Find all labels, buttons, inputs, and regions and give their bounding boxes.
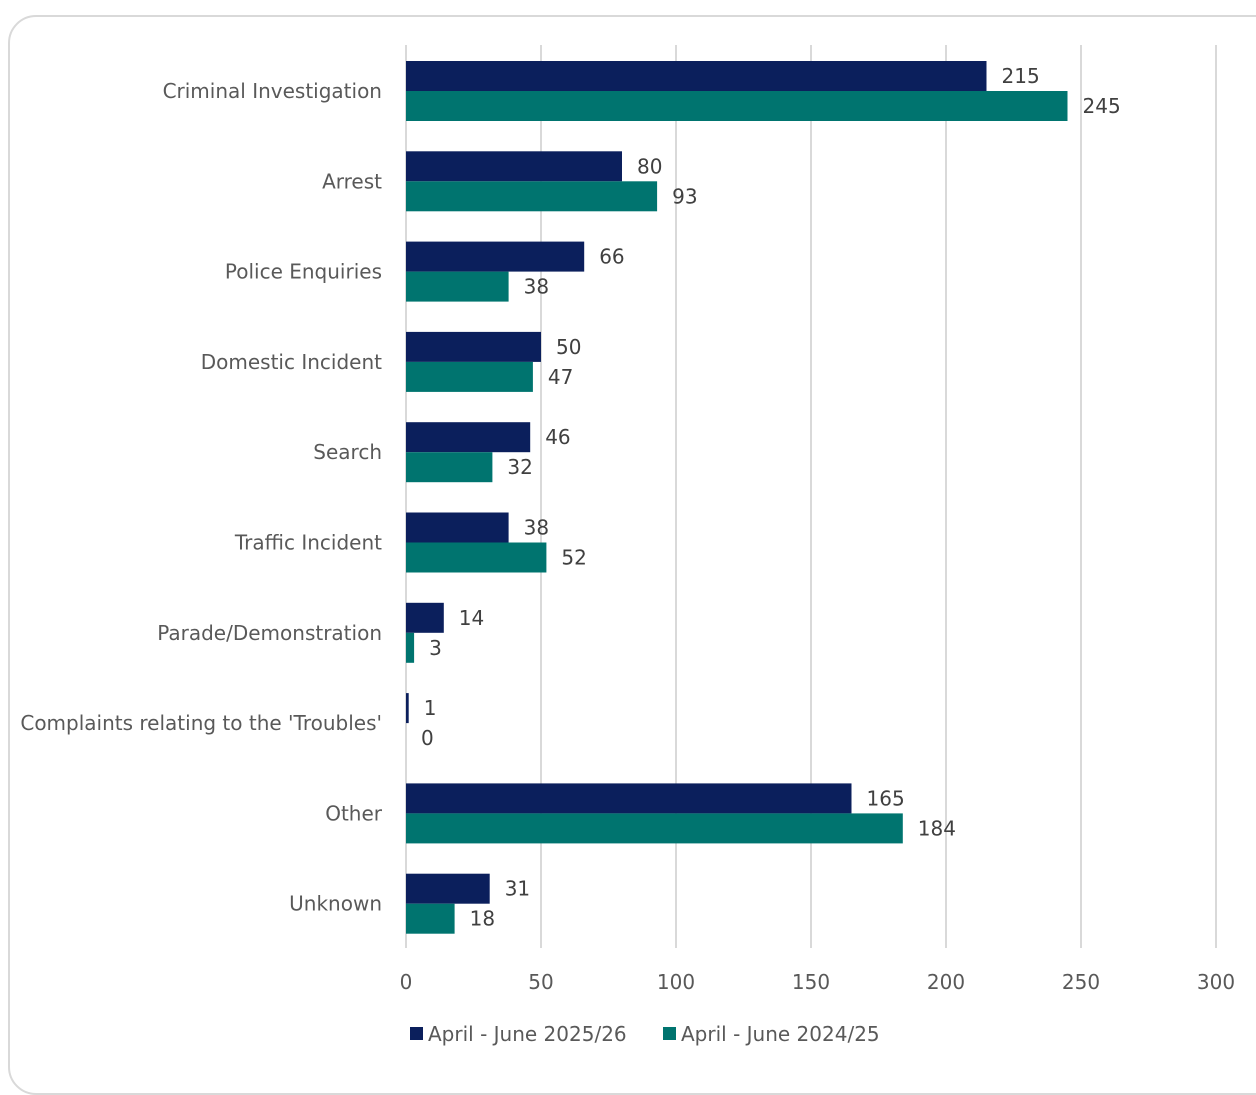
bar-series-1: [406, 331, 541, 362]
data-label: 165: [867, 786, 905, 810]
data-label: 93: [672, 184, 697, 208]
x-tick-label: 100: [657, 970, 695, 994]
data-label: 1: [424, 696, 437, 720]
data-label: 14: [459, 606, 484, 630]
data-label: 245: [1083, 94, 1121, 118]
x-axis-ticks: 0 50 100 150 200 250 300: [400, 970, 1235, 994]
data-label: 47: [548, 365, 573, 389]
data-label: 0: [421, 726, 434, 750]
category-label: Unknown: [289, 892, 382, 916]
x-tick-label: 50: [528, 970, 553, 994]
data-label: 50: [556, 335, 581, 359]
legend-swatch: [663, 1027, 676, 1040]
x-tick-label: 0: [400, 970, 413, 994]
bar-series-2: [406, 361, 533, 392]
category-label: Criminal Investigation: [163, 79, 382, 103]
data-label: 46: [545, 425, 570, 449]
data-label: 18: [470, 907, 495, 931]
bar-series-1: [406, 873, 490, 904]
bar-series-2: [406, 452, 493, 483]
legend-label: April - June 2024/25: [681, 1022, 880, 1046]
value-labels: 2152458093663850474632385214310165184311…: [421, 64, 1121, 931]
bar-series-1: [406, 783, 852, 814]
legend-label: April - June 2025/26: [428, 1022, 627, 1046]
data-label: 184: [918, 816, 956, 840]
bar-chart: Criminal Investigation Arrest Police Enqui…: [20, 45, 1235, 1046]
data-label: 66: [599, 245, 624, 269]
bar-series-2: [406, 91, 1068, 121]
bar-series-2: [406, 632, 415, 663]
bar-series-2: [406, 271, 509, 302]
bars: [406, 61, 1068, 934]
bar-series-2: [406, 903, 455, 934]
category-label: Arrest: [322, 169, 382, 193]
x-tick-label: 150: [792, 970, 830, 994]
bar-series-2: [406, 813, 903, 844]
data-label: 3: [429, 636, 442, 660]
category-label: Other: [325, 801, 383, 825]
bar-series-2: [406, 181, 658, 212]
data-label: 215: [1002, 64, 1040, 88]
data-label: 32: [507, 455, 532, 479]
x-tick-label: 300: [1197, 970, 1235, 994]
data-label: 38: [524, 516, 549, 540]
bar-series-1: [406, 151, 622, 182]
category-label: Parade/Demonstration: [157, 621, 382, 645]
legend: April - June 2025/26 April - June 2024/25: [410, 1022, 880, 1046]
bar-series-1: [406, 602, 444, 633]
category-label: Complaints relating to the 'Troubles': [20, 711, 382, 735]
bar-series-1: [406, 61, 987, 91]
bar-series-1: [406, 422, 531, 453]
data-label: 52: [561, 546, 586, 570]
legend-swatch: [410, 1027, 423, 1040]
bar-series-2: [406, 542, 547, 573]
category-label: Search: [313, 440, 382, 464]
bar-series-1: [406, 512, 509, 543]
x-tick-label: 250: [1062, 970, 1100, 994]
category-label: Domestic Incident: [201, 350, 382, 374]
x-tick-label: 200: [927, 970, 965, 994]
category-label: Police Enquiries: [225, 260, 382, 284]
category-labels: Criminal Investigation Arrest Police Enqui…: [20, 79, 382, 916]
data-label: 31: [505, 877, 530, 901]
bar-series-1: [406, 693, 409, 724]
category-label: Traffic Incident: [234, 531, 382, 555]
data-label: 38: [524, 275, 549, 299]
data-label: 80: [637, 154, 662, 178]
bar-series-1: [406, 241, 585, 272]
